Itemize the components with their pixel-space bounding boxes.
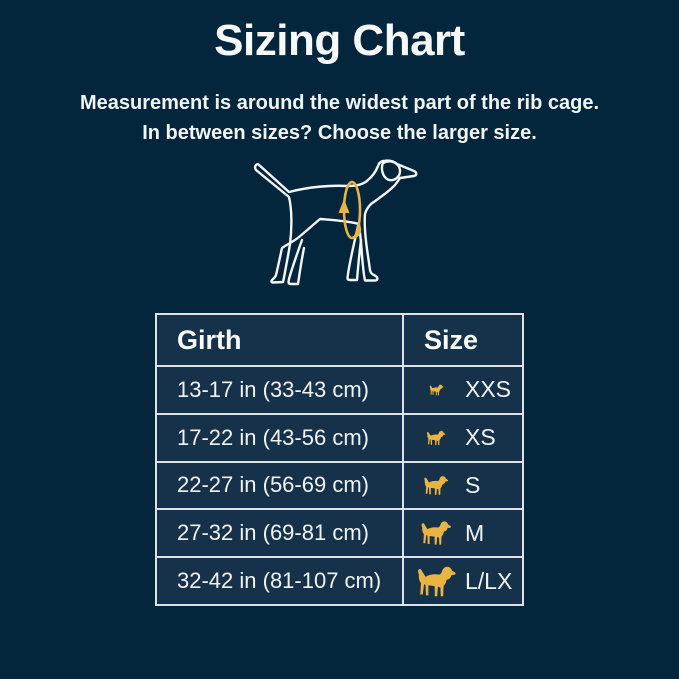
size-label: XXS bbox=[465, 376, 512, 403]
table-row: 22-27 in (56-69 cm) S bbox=[156, 461, 523, 510]
size-label: M bbox=[465, 519, 485, 546]
size-value-cell: S bbox=[403, 461, 523, 510]
girth-value: 13-17 in (33-43 cm) bbox=[156, 366, 403, 414]
girth-value: 27-32 in (69-81 cm) bbox=[156, 509, 403, 558]
tape-arrow-up bbox=[338, 199, 350, 213]
girth-column-header: Girth bbox=[156, 314, 403, 366]
size-label: L/LX bbox=[465, 567, 513, 594]
girth-value: 22-27 in (56-69 cm) bbox=[156, 461, 403, 510]
dog-outline bbox=[253, 159, 418, 284]
subtitle-line-2: In between sizes? Choose the larger size… bbox=[142, 122, 537, 144]
page-title: Sizing Chart bbox=[214, 16, 465, 65]
sizing-table: Girth Size 13-17 in (33-43 cm) XXS 17-22… bbox=[155, 313, 524, 606]
table-row: 13-17 in (33-43 cm) XXS bbox=[156, 366, 523, 414]
size-value-cell: L/LX bbox=[403, 557, 523, 605]
dog-icon-s bbox=[423, 475, 449, 496]
dog-icon-llx bbox=[416, 565, 457, 598]
size-value-cell: M bbox=[403, 509, 523, 558]
size-label: XS bbox=[465, 424, 496, 451]
subtitle: Measurement is around the widest part of… bbox=[0, 88, 679, 148]
dog-far-rear-leg bbox=[287, 238, 306, 286]
table-row: 17-22 in (43-56 cm) XS bbox=[156, 413, 523, 462]
icon-wrap bbox=[410, 565, 462, 598]
dog-ear bbox=[380, 160, 402, 182]
icon-wrap bbox=[410, 430, 462, 446]
girth-value: 32-42 in (81-107 cm) bbox=[156, 557, 403, 605]
size-value-cell: XXS bbox=[403, 366, 523, 414]
subtitle-line-1: Measurement is around the widest part of… bbox=[80, 92, 599, 114]
table-row: 32-42 in (81-107 cm) L/LX bbox=[156, 557, 523, 605]
size-column-header: Size bbox=[403, 314, 523, 366]
dog-icon-xxs bbox=[429, 384, 444, 396]
size-label: S bbox=[465, 471, 481, 498]
size-value-cell: XS bbox=[403, 413, 523, 462]
table-header-row: Girth Size bbox=[156, 314, 523, 366]
icon-wrap bbox=[410, 384, 462, 396]
dog-far-front-leg bbox=[346, 224, 363, 282]
icon-wrap bbox=[410, 520, 462, 546]
dog-icon-m bbox=[420, 520, 452, 546]
girth-value: 17-22 in (43-56 cm) bbox=[156, 413, 403, 462]
icon-wrap bbox=[410, 475, 462, 496]
dog-girth-illustration bbox=[253, 159, 418, 286]
table-row: 27-32 in (69-81 cm) M bbox=[156, 509, 523, 558]
dog-icon-xs bbox=[426, 430, 446, 446]
measuring-tape bbox=[338, 180, 362, 240]
